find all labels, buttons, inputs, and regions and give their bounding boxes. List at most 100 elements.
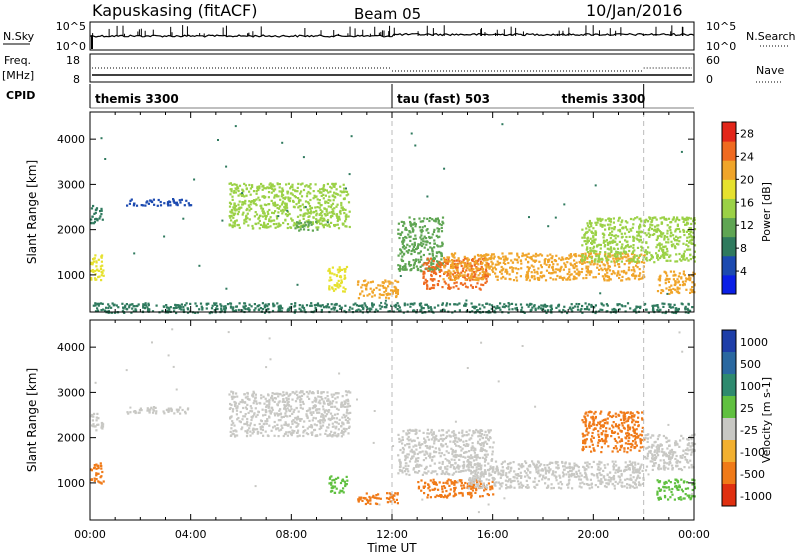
power-cell	[466, 264, 469, 267]
power-cell	[469, 279, 472, 282]
power-cell	[433, 272, 436, 275]
power-cell	[260, 207, 263, 210]
velocity-cell	[91, 424, 94, 427]
power-cell	[669, 259, 672, 262]
velocity-cell	[235, 392, 238, 395]
power-cell	[588, 255, 592, 258]
power-cell	[328, 211, 331, 214]
power-cell	[356, 283, 360, 286]
power-cell	[403, 247, 406, 250]
power-cell	[490, 307, 493, 310]
power-cell	[100, 256, 103, 259]
power-cell	[279, 307, 282, 310]
power-cell	[289, 306, 292, 310]
velocity-cell	[238, 420, 241, 423]
power-cell	[544, 304, 547, 307]
power-cell	[473, 306, 476, 309]
power-cell	[140, 204, 143, 207]
velocity-cell	[347, 405, 350, 408]
power-cell	[587, 265, 590, 268]
power-cell	[267, 307, 270, 311]
power-cell	[631, 274, 634, 277]
power-cell	[309, 304, 312, 307]
velocity-cell	[231, 397, 234, 401]
power-cell	[568, 275, 571, 278]
power-cell	[303, 225, 306, 228]
power-cell	[641, 231, 644, 234]
power-cell	[666, 250, 669, 253]
power-cell	[581, 228, 584, 231]
power-cell	[230, 219, 233, 222]
power-cell	[456, 262, 459, 265]
velocity-cell	[232, 408, 235, 411]
power-cell	[527, 269, 530, 273]
velocity-cell	[442, 433, 445, 437]
power-cell	[250, 207, 253, 210]
power-cell	[449, 266, 452, 269]
power-cell	[648, 235, 651, 238]
velocity-cell	[343, 416, 347, 419]
velocity-cell	[90, 468, 93, 471]
velocity-cell	[461, 431, 464, 434]
power-cell	[661, 216, 664, 219]
power-cell	[499, 257, 502, 260]
velocity-cell	[414, 460, 417, 463]
power-cell	[561, 277, 564, 280]
velocity-cell	[426, 445, 429, 448]
power-cell	[485, 266, 488, 269]
power-cell	[173, 201, 176, 204]
power-cell	[592, 276, 595, 279]
velocity-cell	[292, 410, 295, 414]
power-cell	[422, 263, 425, 266]
velocity-cell	[432, 431, 435, 434]
power-cell	[237, 223, 240, 227]
power-cell	[471, 258, 475, 261]
power-cell	[667, 303, 670, 306]
velocity-cell	[319, 422, 322, 425]
power-cell	[361, 304, 364, 307]
velocity-cell	[478, 462, 481, 465]
power-cell	[601, 269, 604, 272]
power-cell	[281, 212, 284, 215]
velocity-cell	[348, 404, 352, 408]
power-cell	[674, 220, 677, 223]
power-cell	[90, 218, 93, 221]
power-cell	[592, 236, 595, 239]
power-cell	[630, 258, 633, 261]
power-cell	[257, 188, 260, 191]
velocity-cell	[389, 493, 392, 496]
velocity-cell	[454, 433, 457, 437]
velocity-cell	[285, 410, 288, 413]
power-cell	[459, 282, 462, 285]
velocity-cell	[461, 487, 464, 490]
power-cell	[618, 257, 621, 261]
power-cell	[411, 230, 415, 233]
velocity-cell	[346, 405, 349, 408]
power-cell	[426, 285, 429, 288]
velocity-cell	[444, 442, 447, 446]
power-cell	[488, 273, 491, 276]
power-cell	[525, 253, 528, 256]
power-cell	[515, 308, 518, 311]
power-cell	[584, 255, 587, 258]
power-cell	[632, 246, 635, 249]
power-cell	[338, 304, 341, 307]
power-cell	[579, 309, 582, 312]
power-cell	[301, 182, 304, 185]
power-speckle	[193, 178, 196, 181]
power-cell	[97, 269, 101, 272]
power-cell	[90, 207, 94, 210]
velocity-cell	[346, 391, 349, 394]
power-cell	[516, 254, 519, 257]
power-cell	[479, 260, 483, 263]
power-cell	[327, 198, 330, 201]
power-cell	[562, 308, 565, 312]
power-cell	[433, 284, 436, 287]
power-cell	[645, 241, 648, 245]
power-cell	[684, 217, 687, 220]
power-cell	[551, 257, 554, 260]
velocity-cell	[232, 391, 235, 394]
velocity-cell	[234, 401, 237, 404]
power-cell	[213, 302, 216, 305]
velocity-cell	[326, 395, 329, 398]
